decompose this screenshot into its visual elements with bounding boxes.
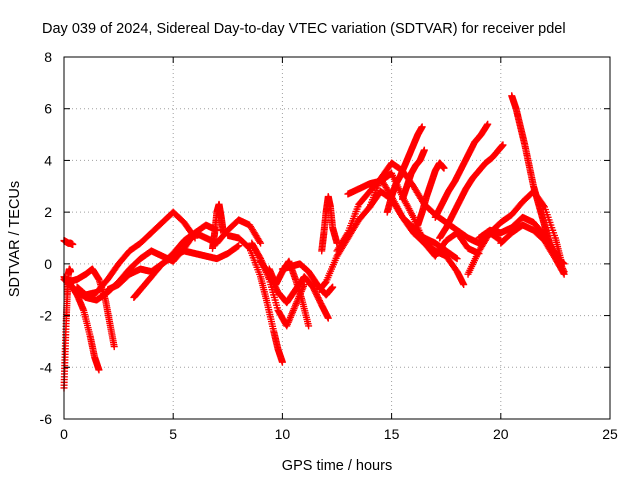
series-arc-f xyxy=(73,208,199,299)
data-point xyxy=(559,269,567,277)
x-axis-label: GPS time / hours xyxy=(282,458,392,474)
y-tick-label: 2 xyxy=(44,204,52,220)
data-point xyxy=(453,255,461,263)
data-point xyxy=(460,281,468,289)
series-arc-d xyxy=(64,265,118,351)
y-axis-label: SDTVAR / TECUs xyxy=(7,181,23,297)
y-tick-label: -2 xyxy=(40,308,53,324)
data-point xyxy=(110,343,118,351)
data-point xyxy=(257,239,265,247)
data-point xyxy=(69,240,77,248)
y-tick-label: 6 xyxy=(44,101,52,117)
data-points xyxy=(60,92,568,392)
data-point xyxy=(499,141,507,149)
series-arc-v xyxy=(414,159,448,229)
data-point xyxy=(95,366,103,374)
series-arc-j xyxy=(224,231,286,366)
series-arc-i xyxy=(209,200,227,252)
series-arc-x xyxy=(436,141,507,242)
series-arc-w xyxy=(431,120,492,221)
data-point xyxy=(418,123,426,131)
data-point xyxy=(219,229,227,237)
chart-title: Day 039 of 2024, Sidereal Day-to-day VTE… xyxy=(42,21,566,37)
data-point xyxy=(256,238,264,246)
y-tick-label: -4 xyxy=(40,359,53,375)
data-point xyxy=(420,146,428,154)
y-tick-label: -6 xyxy=(40,411,53,427)
y-tick-label: 4 xyxy=(44,152,52,168)
x-tick-label: 5 xyxy=(169,426,177,442)
series-arc-h xyxy=(104,242,243,294)
data-point xyxy=(305,322,313,330)
data-point xyxy=(278,358,286,366)
x-tick-label: 10 xyxy=(275,426,291,442)
axis-ticks: 0 5 10 15 20 25 -6 -4 -2 0 2 4 6 8 xyxy=(40,49,618,442)
x-tick-label: 25 xyxy=(602,426,618,442)
x-tick-label: 0 xyxy=(60,426,68,442)
y-tick-label: 8 xyxy=(44,49,52,65)
series-arc-a xyxy=(60,265,75,392)
data-point xyxy=(440,164,448,172)
x-tick-label: 20 xyxy=(493,426,509,442)
data-point xyxy=(484,120,492,128)
plot-frame xyxy=(63,56,611,420)
data-point xyxy=(67,268,75,276)
y-tick-label: 0 xyxy=(44,256,52,272)
data-point xyxy=(235,242,243,250)
series-arc-o xyxy=(318,193,341,255)
data-point xyxy=(343,230,351,238)
x-tick-label: 15 xyxy=(384,426,400,442)
series-arc-t xyxy=(383,123,426,216)
data-point xyxy=(329,283,337,291)
series-arc-bb xyxy=(497,221,568,278)
data-point xyxy=(324,314,332,322)
data-point xyxy=(560,270,568,278)
series-arc-u xyxy=(399,146,428,203)
series-arc-m xyxy=(265,257,313,330)
